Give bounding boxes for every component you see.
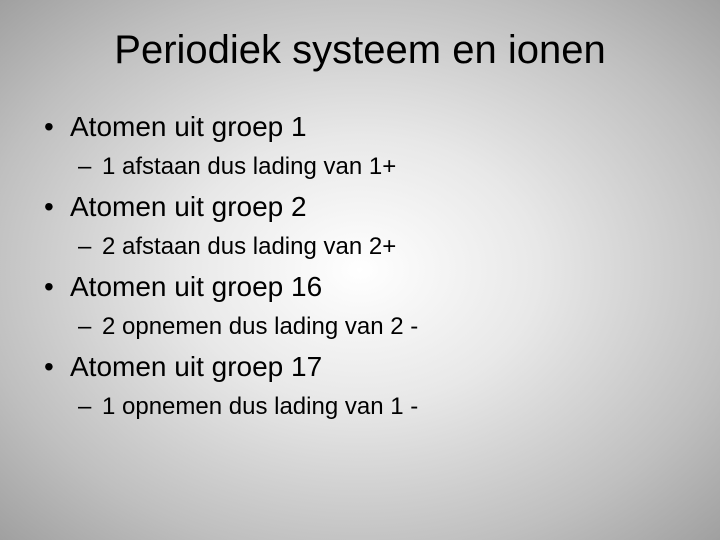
slide-title: Periodiek systeem en ionen [30,28,690,73]
sub-bullet-list: 1 opnemen dus lading van 1 - [70,393,690,421]
slide: Periodiek systeem en ionen Atomen uit gr… [0,0,720,540]
sub-bullet-item: 2 opnemen dus lading van 2 - [70,313,690,341]
sub-bullet-list: 1 afstaan dus lading van 1+ [70,153,690,181]
sub-bullet-text: 2 afstaan dus lading van 2+ [102,233,396,260]
bullet-list: Atomen uit groep 1 1 afstaan dus lading … [40,111,690,421]
bullet-item: Atomen uit groep 1 1 afstaan dus lading … [40,111,690,181]
bullet-item: Atomen uit groep 2 2 afstaan dus lading … [40,191,690,261]
sub-bullet-item: 1 opnemen dus lading van 1 - [70,393,690,421]
bullet-item: Atomen uit groep 17 1 opnemen dus lading… [40,351,690,421]
bullet-item: Atomen uit groep 16 2 opnemen dus lading… [40,271,690,341]
sub-bullet-text: 2 opnemen dus lading van 2 - [102,313,418,340]
bullet-text: Atomen uit groep 2 [70,191,307,222]
slide-content: Atomen uit groep 1 1 afstaan dus lading … [30,111,690,421]
sub-bullet-list: 2 afstaan dus lading van 2+ [70,233,690,261]
bullet-text: Atomen uit groep 1 [70,111,307,142]
bullet-text: Atomen uit groep 17 [70,351,322,382]
bullet-text: Atomen uit groep 16 [70,271,322,302]
sub-bullet-item: 1 afstaan dus lading van 1+ [70,153,690,181]
sub-bullet-text: 1 opnemen dus lading van 1 - [102,393,418,420]
sub-bullet-item: 2 afstaan dus lading van 2+ [70,233,690,261]
sub-bullet-list: 2 opnemen dus lading van 2 - [70,313,690,341]
sub-bullet-text: 1 afstaan dus lading van 1+ [102,153,396,180]
